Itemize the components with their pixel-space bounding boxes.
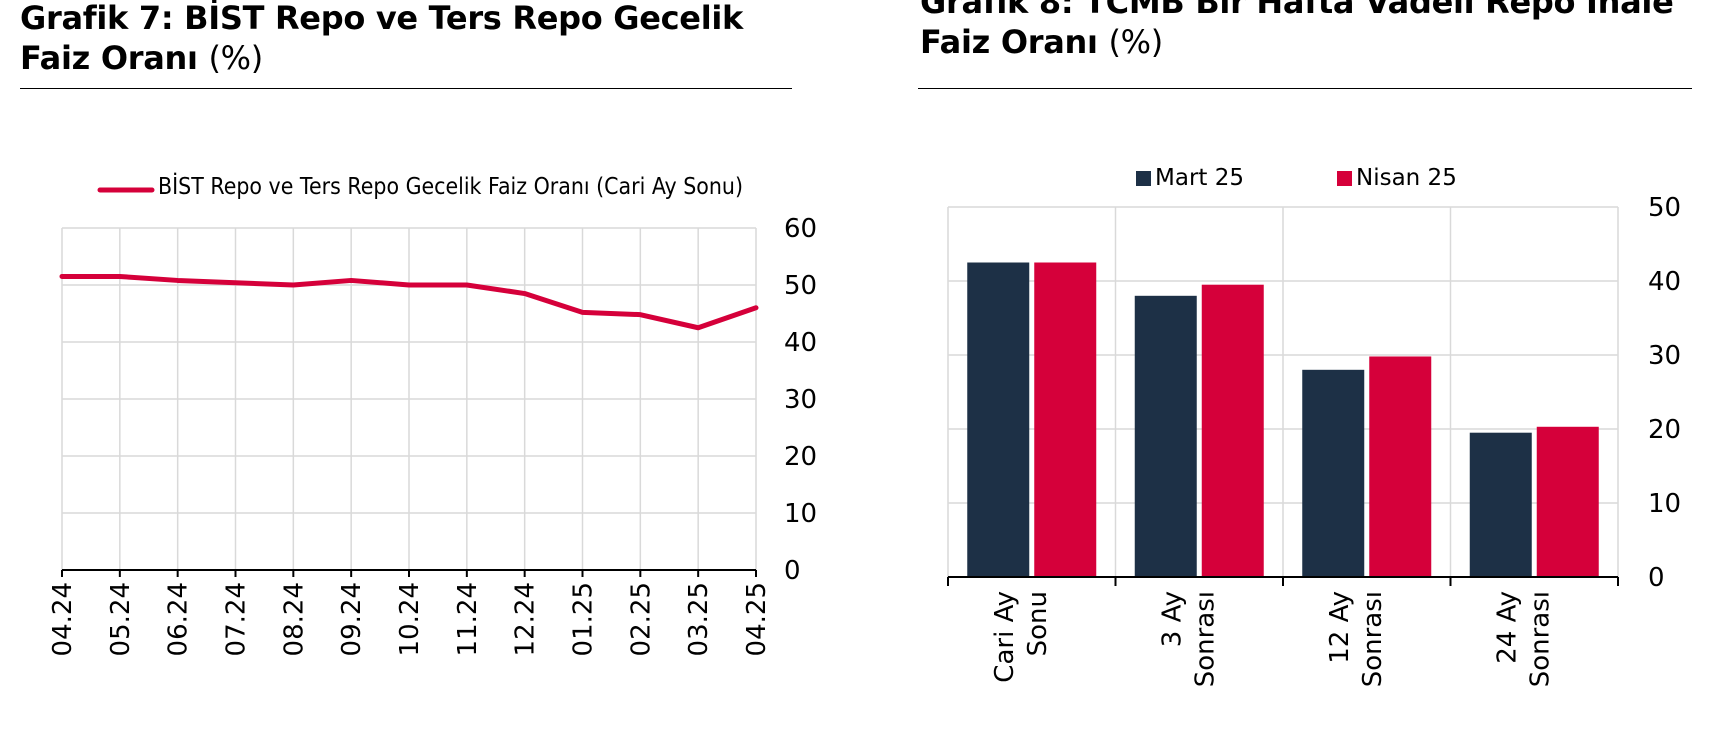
chart-title-unit: (%) bbox=[1108, 23, 1164, 61]
legend-label: Nisan 25 bbox=[1356, 165, 1457, 191]
bar bbox=[967, 262, 1030, 577]
x-tick-label: 12.24 bbox=[511, 582, 541, 656]
x-tick-label: 03.25 bbox=[684, 582, 714, 656]
x-tick-label: 08.24 bbox=[279, 582, 309, 656]
x-tick-label: 06.24 bbox=[164, 582, 194, 656]
y-tick-label: 20 bbox=[1648, 415, 1681, 445]
bar bbox=[1536, 426, 1599, 577]
bar bbox=[1034, 262, 1097, 577]
y-tick-label: 10 bbox=[784, 499, 817, 529]
x-tick-label: 04.24 bbox=[48, 582, 78, 656]
category-label: Sonrası bbox=[1525, 591, 1555, 687]
chart-title-unit: (%) bbox=[208, 39, 264, 77]
bar bbox=[1369, 356, 1432, 577]
x-tick-label: 04.25 bbox=[742, 582, 772, 656]
category-label: 12 Ay bbox=[1325, 591, 1355, 664]
category-label: 3 Ay bbox=[1157, 591, 1187, 647]
y-tick-label: 0 bbox=[784, 556, 801, 586]
y-tick-label: 50 bbox=[1648, 193, 1681, 223]
chart-title: Grafik 8: TCMB Bir Hafta Vadeli Repo İha… bbox=[920, 0, 1674, 61]
legend-label: BİST Repo ve Ters Repo Gecelik Faiz Oran… bbox=[158, 172, 743, 200]
category-label: Sonu bbox=[1023, 591, 1053, 656]
y-tick-label: 50 bbox=[784, 271, 817, 301]
x-tick-label: 05.24 bbox=[106, 582, 136, 656]
y-tick-label: 10 bbox=[1648, 489, 1681, 519]
title-divider bbox=[20, 88, 792, 89]
chart-title: Grafik 7: BİST Repo ve Ters Repo Gecelik… bbox=[20, 0, 744, 77]
bar bbox=[1201, 284, 1264, 577]
y-tick-label: 30 bbox=[1648, 341, 1681, 371]
x-tick-label: 10.24 bbox=[395, 582, 425, 656]
y-tick-label: 40 bbox=[784, 328, 817, 358]
y-tick-label: 0 bbox=[1648, 563, 1665, 593]
bar bbox=[1469, 432, 1532, 577]
legend-label: Mart 25 bbox=[1155, 165, 1244, 191]
y-tick-label: 20 bbox=[784, 442, 817, 472]
series-line bbox=[59, 273, 759, 331]
x-tick-label: 02.25 bbox=[626, 582, 656, 656]
x-tick-label: 09.24 bbox=[337, 582, 367, 656]
category-label: Cari Ay bbox=[990, 591, 1020, 683]
x-tick-label: 01.25 bbox=[569, 582, 599, 656]
chart-panel-8: Grafik 8: TCMB Bir Hafta Vadeli Repo İha… bbox=[918, 0, 1700, 89]
y-tick-label: 40 bbox=[1648, 267, 1681, 297]
y-tick-label: 30 bbox=[784, 385, 817, 415]
bar bbox=[1302, 369, 1365, 577]
x-tick-label: 11.24 bbox=[453, 582, 483, 656]
y-tick-label: 60 bbox=[784, 214, 817, 244]
bar bbox=[1134, 295, 1197, 577]
x-tick-label: 07.24 bbox=[222, 582, 252, 656]
legend-swatch bbox=[1337, 171, 1352, 186]
category-label: 24 Ay bbox=[1492, 591, 1522, 664]
chart-panel-7: Grafik 7: BİST Repo ve Ters Repo Gecelik… bbox=[20, 0, 800, 89]
category-label: Sonrası bbox=[1190, 591, 1220, 687]
legend-swatch bbox=[1136, 171, 1151, 186]
title-divider bbox=[918, 88, 1692, 89]
category-label: Sonrası bbox=[1358, 591, 1388, 687]
